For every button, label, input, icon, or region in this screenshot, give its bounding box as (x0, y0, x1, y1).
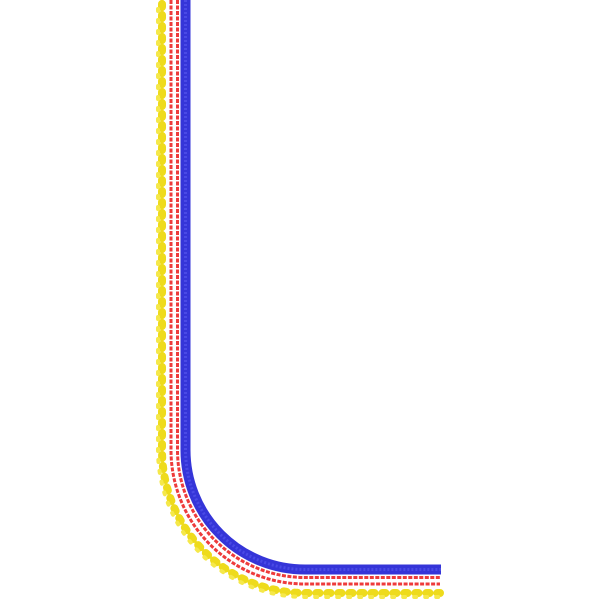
blue-band (180, 0, 441, 575)
red-line-inner (176, 0, 440, 579)
red-line-outer (169, 0, 440, 586)
blue-band-highlight (184, 0, 441, 571)
yellow-stitch-dots (158, 0, 444, 597)
